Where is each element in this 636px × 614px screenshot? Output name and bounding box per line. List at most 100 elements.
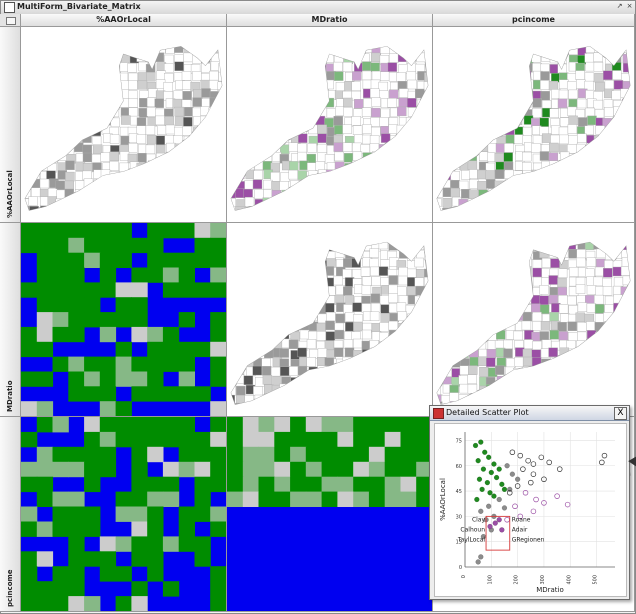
county[interactable] xyxy=(227,63,235,74)
matrix-cell[interactable] xyxy=(52,461,69,478)
matrix-cell[interactable] xyxy=(178,223,195,239)
county[interactable] xyxy=(557,54,567,64)
county[interactable] xyxy=(434,135,443,146)
county[interactable] xyxy=(603,217,612,222)
county[interactable] xyxy=(335,170,346,181)
county[interactable] xyxy=(381,232,390,241)
county[interactable] xyxy=(120,205,130,215)
county[interactable] xyxy=(252,365,262,376)
county[interactable] xyxy=(227,241,237,250)
county[interactable] xyxy=(201,216,210,222)
county[interactable] xyxy=(621,153,631,164)
matrix-cell[interactable] xyxy=(36,282,54,298)
county[interactable] xyxy=(335,401,346,411)
county[interactable] xyxy=(272,258,282,269)
county[interactable] xyxy=(479,115,489,126)
county[interactable] xyxy=(297,170,307,180)
county[interactable] xyxy=(613,126,624,137)
county[interactable] xyxy=(129,187,140,197)
county[interactable] xyxy=(496,267,507,277)
county[interactable] xyxy=(450,302,461,313)
county[interactable] xyxy=(468,365,478,375)
matrix-cell[interactable] xyxy=(178,386,195,402)
matrix-cell[interactable] xyxy=(21,341,38,358)
county[interactable] xyxy=(316,189,326,199)
county[interactable] xyxy=(549,53,560,64)
county[interactable] xyxy=(533,217,542,222)
county[interactable] xyxy=(467,198,478,208)
matrix-cell[interactable] xyxy=(194,431,211,448)
county[interactable] xyxy=(228,224,237,233)
county[interactable] xyxy=(243,188,253,199)
county[interactable] xyxy=(416,224,425,233)
county[interactable] xyxy=(532,231,541,240)
county[interactable] xyxy=(315,115,326,126)
county[interactable] xyxy=(423,198,432,208)
county[interactable] xyxy=(424,233,432,243)
county[interactable] xyxy=(316,27,325,35)
county[interactable] xyxy=(468,267,478,277)
county[interactable] xyxy=(370,224,379,233)
county[interactable] xyxy=(46,170,56,181)
scatter-point[interactable] xyxy=(499,481,505,487)
county[interactable] xyxy=(497,233,507,243)
matrix-cell[interactable] xyxy=(147,267,164,283)
county[interactable] xyxy=(414,124,425,134)
matrix-cell[interactable] xyxy=(84,371,101,387)
matrix-cell[interactable] xyxy=(52,566,69,582)
county[interactable] xyxy=(468,338,478,348)
matrix-cell[interactable] xyxy=(21,401,38,416)
matrix-cell[interactable] xyxy=(147,326,164,343)
county[interactable] xyxy=(351,81,362,91)
county[interactable] xyxy=(30,126,41,136)
county[interactable] xyxy=(470,109,480,119)
county[interactable] xyxy=(442,81,453,91)
county[interactable] xyxy=(539,295,549,306)
county[interactable] xyxy=(450,134,460,144)
county[interactable] xyxy=(344,312,355,322)
county[interactable] xyxy=(488,231,497,240)
county[interactable] xyxy=(494,52,505,63)
county[interactable] xyxy=(254,205,265,215)
county[interactable] xyxy=(630,417,634,425)
county[interactable] xyxy=(425,89,433,99)
county[interactable] xyxy=(279,294,289,305)
county[interactable] xyxy=(316,331,327,341)
county[interactable] xyxy=(245,332,256,342)
county[interactable] xyxy=(631,125,634,134)
county[interactable] xyxy=(587,154,597,164)
county[interactable] xyxy=(262,305,273,315)
county[interactable] xyxy=(351,180,361,191)
matrix-cell[interactable] xyxy=(384,446,401,463)
county[interactable] xyxy=(425,386,432,396)
county[interactable] xyxy=(612,36,621,45)
matrix-cell[interactable] xyxy=(162,282,180,298)
county[interactable] xyxy=(408,171,418,181)
county[interactable] xyxy=(173,126,184,137)
county[interactable] xyxy=(147,45,158,55)
county[interactable] xyxy=(479,293,489,304)
county[interactable] xyxy=(416,99,427,110)
county[interactable] xyxy=(604,152,614,163)
county[interactable] xyxy=(270,136,281,146)
county[interactable] xyxy=(504,205,515,215)
county[interactable] xyxy=(253,62,263,72)
matrix-cell[interactable] xyxy=(242,461,260,478)
county[interactable] xyxy=(371,35,380,44)
county[interactable] xyxy=(227,278,236,288)
county[interactable] xyxy=(531,357,542,367)
scatter-point[interactable] xyxy=(541,476,547,482)
county[interactable] xyxy=(557,394,568,404)
county[interactable] xyxy=(557,268,568,278)
county[interactable] xyxy=(379,295,390,305)
county[interactable] xyxy=(335,179,345,190)
matrix-cell[interactable] xyxy=(147,566,164,582)
county[interactable] xyxy=(129,198,139,208)
county[interactable] xyxy=(576,172,586,182)
county[interactable] xyxy=(539,285,549,295)
county[interactable] xyxy=(65,44,75,53)
county[interactable] xyxy=(434,250,444,260)
county[interactable] xyxy=(613,206,623,216)
county[interactable] xyxy=(58,135,68,145)
